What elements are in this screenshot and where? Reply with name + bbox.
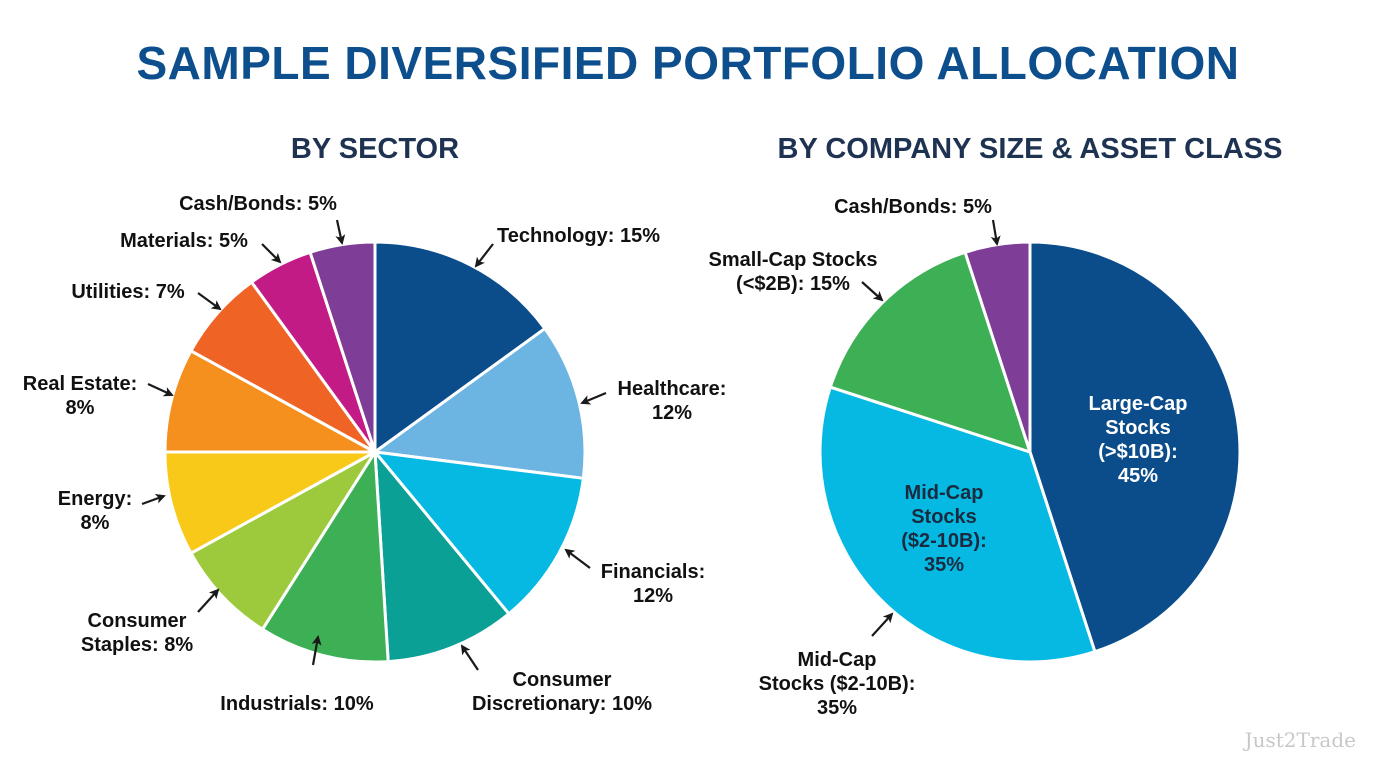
sector-label-cash-bonds: Cash/Bonds: 5% [179, 193, 337, 215]
size-inside-label-large-cap-line: (>$10B): [1098, 441, 1177, 463]
sector-arrow-industrials [311, 635, 322, 666]
sector-arrow-consumer-staples [197, 588, 220, 613]
sector-arrow-materials [261, 243, 282, 264]
sector-label-technology-line: Technology: 15% [497, 225, 660, 247]
sector-label-materials: Materials: 5% [120, 230, 248, 252]
main-title: SAMPLE DIVERSIFIED PORTFOLIO ALLOCATION [136, 37, 1240, 89]
pie-slice-real-estate [163, 349, 377, 454]
size-inside-label-large-cap: Large-Cap Stocks (>$10B): 45% [1089, 393, 1188, 487]
sector-label-financials-line: 12% [633, 585, 673, 607]
sector-label-healthcare-line: Healthcare: [618, 378, 727, 400]
size-inside-label-mid-cap-line: Mid-Cap [905, 482, 984, 504]
sector-arrow-financials [564, 548, 591, 569]
sector-label-consumer-discretionary-line: Discretionary: 10% [472, 693, 652, 715]
sector-label-cash-bonds-line: Cash/Bonds: 5% [179, 193, 337, 215]
size-label-cash-bonds-line: Cash/Bonds: 5% [834, 196, 992, 218]
sector-arrow-utilities [197, 292, 222, 311]
sector-chart-title: BY SECTOR [290, 133, 460, 165]
size-label-mid-cap-line: 35% [817, 697, 857, 719]
sector-label-consumer-staples: Consumer Staples: 8% [81, 610, 193, 656]
size-label-small-cap-line: (<$2B): 15% [736, 273, 850, 295]
size-inside-label-large-cap-line: Stocks [1105, 417, 1171, 439]
size-label-cash-bonds: Cash/Bonds: 5% [834, 196, 992, 218]
watermark: Just2Trade [1244, 728, 1356, 752]
sector-arrow-real-estate [147, 383, 174, 397]
size-inside-label-mid-cap-line: Stocks [911, 506, 977, 528]
pie-slice-large-cap-stocks-10b [1028, 240, 1242, 654]
size-pie [818, 240, 1242, 664]
sector-label-energy: Energy: 8% [58, 488, 132, 534]
sector-label-consumer-staples-line: Consumer [88, 610, 187, 632]
sector-arrow-consumer-discretionary [460, 644, 479, 671]
size-label-small-cap-line: Small-Cap Stocks [709, 249, 878, 271]
pie-slice-industrials [260, 450, 390, 664]
sector-label-real-estate: Real Estate: 8% [23, 373, 138, 419]
sector-label-healthcare-line: 12% [652, 402, 692, 424]
sector-pie-labels: Technology: 15%Healthcare: 12%Financials:… [23, 193, 727, 715]
pie-slice-technology [373, 240, 547, 454]
sector-pie [163, 240, 587, 664]
pie-slice-mid-cap-stocks-2-10b [818, 385, 1097, 664]
size-arrow-cash-bonds [990, 219, 1001, 246]
sector-label-consumer-discretionary-line: Consumer [513, 669, 612, 691]
sector-label-utilities: Utilities: 7% [71, 281, 185, 303]
size-inside-label-mid-cap-line: 35% [924, 554, 964, 576]
sector-label-industrials-line: Industrials: 10% [220, 693, 374, 715]
size-label-mid-cap-line: Mid-Cap [798, 649, 877, 671]
size-label-small-cap: Small-Cap Stocks (<$2B): 15% [709, 249, 878, 295]
sector-arrow-energy [141, 494, 166, 506]
sector-label-financials-line: Financials: [601, 561, 705, 583]
size-pie-labels: Large-Cap Stocks (>$10B): 45%Mid-Cap Stocks(… [709, 196, 1188, 719]
sector-label-energy-line: 8% [81, 512, 110, 534]
sector-label-consumer-discretionary: Consumer Discretionary: 10% [472, 669, 652, 715]
sector-label-technology: Technology: 15% [497, 225, 660, 247]
size-arrow-mid-cap [871, 612, 894, 637]
pie-slice-consumer-staples [189, 450, 377, 631]
size-inside-label-large-cap-line: Large-Cap [1089, 393, 1188, 415]
sector-label-energy-line: Energy: [58, 488, 132, 510]
sector-label-materials-line: Materials: 5% [120, 230, 248, 252]
size-inside-label-large-cap-line: 45% [1118, 465, 1158, 487]
sector-label-utilities-line: Utilities: 7% [71, 281, 185, 303]
pie-slice-consumer-discretionary [373, 450, 511, 664]
size-label-mid-cap-line: Stocks ($2-10B): [759, 673, 916, 695]
pie-slice-healthcare [373, 327, 587, 480]
sector-label-industrials: Industrials: 10% [220, 693, 374, 715]
sector-label-real-estate-line: 8% [66, 397, 95, 419]
sector-arrow-healthcare [580, 391, 607, 405]
sector-arrow-cash-bonds [335, 219, 346, 245]
size-inside-label-mid-cap: Mid-Cap Stocks ($2-10B): 35% [901, 482, 987, 576]
size-chart-title: BY COMPANY SIZE & ASSET CLASS [777, 133, 1283, 165]
size-label-mid-cap: Mid-Cap Stocks ($2-10B): 35% [759, 649, 916, 719]
size-arrow-small-cap [861, 281, 884, 302]
pie-slice-energy [163, 450, 377, 555]
pie-slice-financials [373, 450, 585, 616]
sector-label-consumer-staples-line: Staples: 8% [81, 634, 193, 656]
sector-arrow-technology [474, 243, 494, 268]
size-inside-label-mid-cap-line: ($2-10B): [901, 530, 987, 552]
sector-label-real-estate-line: Real Estate: [23, 373, 138, 395]
sector-label-financials: Financials: 12% [601, 561, 705, 607]
sector-label-healthcare: Healthcare: 12% [618, 378, 727, 424]
